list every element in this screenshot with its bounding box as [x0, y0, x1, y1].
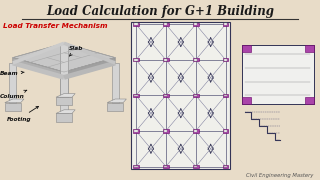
FancyBboxPatch shape — [133, 165, 139, 168]
FancyBboxPatch shape — [223, 165, 228, 168]
FancyBboxPatch shape — [163, 23, 169, 26]
FancyBboxPatch shape — [193, 129, 199, 132]
FancyBboxPatch shape — [131, 22, 230, 169]
FancyBboxPatch shape — [134, 23, 138, 25]
Polygon shape — [9, 63, 16, 103]
Polygon shape — [64, 58, 115, 77]
FancyBboxPatch shape — [224, 59, 227, 61]
FancyBboxPatch shape — [163, 165, 169, 168]
FancyBboxPatch shape — [163, 58, 169, 62]
FancyBboxPatch shape — [305, 45, 314, 52]
FancyBboxPatch shape — [164, 23, 167, 25]
FancyBboxPatch shape — [134, 94, 138, 96]
Text: Footing: Footing — [6, 106, 38, 122]
FancyBboxPatch shape — [223, 94, 228, 97]
FancyBboxPatch shape — [133, 23, 139, 26]
FancyBboxPatch shape — [194, 23, 197, 25]
FancyBboxPatch shape — [224, 94, 227, 96]
Text: Load Calculation for G+1 Building: Load Calculation for G+1 Building — [46, 5, 274, 18]
FancyBboxPatch shape — [242, 45, 251, 52]
FancyBboxPatch shape — [134, 59, 138, 61]
FancyBboxPatch shape — [194, 59, 197, 61]
FancyBboxPatch shape — [224, 23, 227, 25]
Text: Beam: Beam — [0, 71, 24, 76]
Polygon shape — [56, 94, 75, 97]
Polygon shape — [60, 77, 68, 113]
FancyBboxPatch shape — [164, 59, 167, 61]
FancyBboxPatch shape — [194, 166, 197, 167]
FancyBboxPatch shape — [164, 130, 167, 132]
FancyBboxPatch shape — [133, 129, 139, 132]
Polygon shape — [5, 103, 21, 111]
Polygon shape — [56, 97, 72, 105]
FancyBboxPatch shape — [193, 94, 199, 97]
FancyBboxPatch shape — [133, 94, 139, 97]
FancyBboxPatch shape — [164, 166, 167, 167]
FancyBboxPatch shape — [194, 130, 197, 132]
FancyBboxPatch shape — [305, 97, 314, 104]
FancyBboxPatch shape — [133, 58, 139, 62]
FancyBboxPatch shape — [163, 94, 169, 97]
FancyBboxPatch shape — [223, 23, 228, 26]
FancyBboxPatch shape — [223, 58, 228, 62]
Polygon shape — [56, 110, 75, 113]
Text: Civil Engineering Mastery: Civil Engineering Mastery — [246, 173, 314, 178]
FancyBboxPatch shape — [242, 97, 251, 104]
FancyBboxPatch shape — [134, 166, 138, 167]
FancyBboxPatch shape — [193, 58, 199, 62]
Polygon shape — [107, 103, 123, 111]
Text: Column: Column — [0, 90, 27, 99]
Polygon shape — [13, 43, 115, 72]
FancyBboxPatch shape — [242, 45, 314, 104]
FancyBboxPatch shape — [224, 166, 227, 167]
Polygon shape — [13, 58, 64, 77]
Text: Load Transfer Mechanism: Load Transfer Mechanism — [3, 23, 108, 29]
FancyBboxPatch shape — [164, 94, 167, 96]
Polygon shape — [112, 63, 119, 103]
FancyBboxPatch shape — [134, 130, 138, 132]
FancyBboxPatch shape — [163, 129, 169, 132]
FancyBboxPatch shape — [223, 129, 228, 132]
FancyBboxPatch shape — [194, 94, 197, 96]
FancyBboxPatch shape — [193, 23, 199, 26]
Polygon shape — [60, 43, 68, 97]
Text: Slab: Slab — [69, 46, 83, 56]
Polygon shape — [107, 99, 126, 103]
FancyBboxPatch shape — [193, 165, 199, 168]
FancyBboxPatch shape — [224, 130, 227, 132]
Polygon shape — [5, 99, 24, 103]
Polygon shape — [56, 113, 72, 122]
